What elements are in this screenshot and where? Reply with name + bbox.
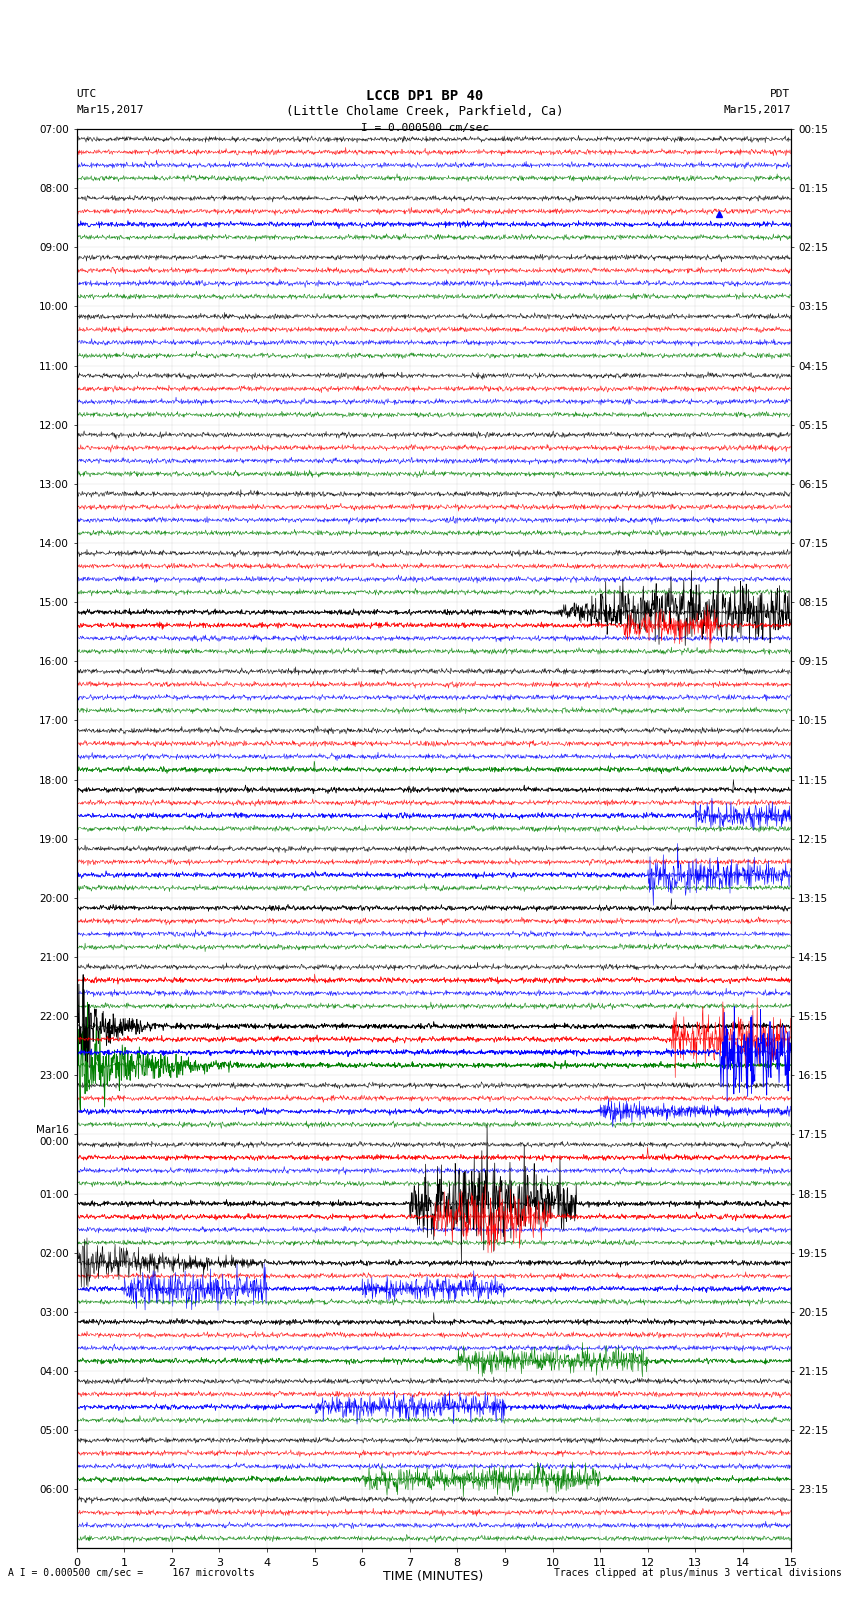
X-axis label: TIME (MINUTES): TIME (MINUTES)	[383, 1571, 484, 1584]
Text: PDT: PDT	[770, 89, 790, 98]
Text: Mar15,2017: Mar15,2017	[76, 105, 144, 115]
Text: UTC: UTC	[76, 89, 97, 98]
Text: (Little Cholame Creek, Parkfield, Ca): (Little Cholame Creek, Parkfield, Ca)	[286, 105, 564, 118]
Text: I = 0.000500 cm/sec: I = 0.000500 cm/sec	[361, 123, 489, 132]
Text: Traces clipped at plus/minus 3 vertical divisions: Traces clipped at plus/minus 3 vertical …	[553, 1568, 842, 1578]
Text: A I = 0.000500 cm/sec =     167 microvolts: A I = 0.000500 cm/sec = 167 microvolts	[8, 1568, 255, 1578]
Text: LCCB DP1 BP 40: LCCB DP1 BP 40	[366, 89, 484, 103]
Text: Mar15,2017: Mar15,2017	[723, 105, 791, 115]
